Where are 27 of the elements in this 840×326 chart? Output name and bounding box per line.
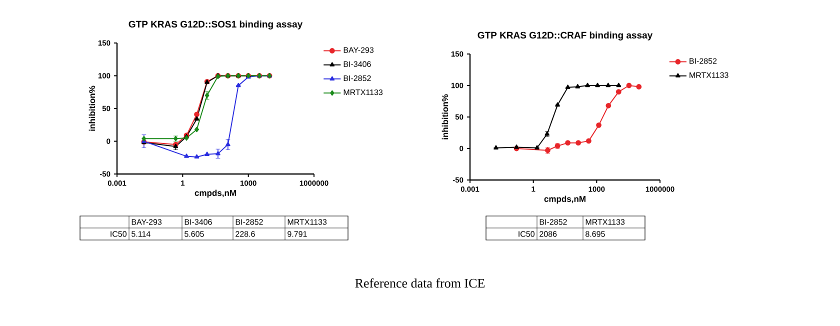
legend-label: BI-3406 [344, 61, 371, 67]
legend-label: BAY-293 [344, 47, 374, 53]
text: BAY-293 [132, 219, 162, 225]
legend-label: MRTX1133 [690, 72, 728, 78]
x-axis-title: cmpds,nM [544, 196, 586, 204]
legend-label: BI-2852 [690, 58, 717, 64]
text: 8.695 [586, 231, 605, 237]
text: 5.114 [132, 231, 150, 237]
legend-label: MRTX1133 [344, 89, 383, 96]
y-axis-title: inhibition% [442, 94, 448, 140]
text: 9.791 [288, 231, 307, 237]
text: BI-2852 [236, 219, 263, 225]
text: MRTX1133 [288, 219, 327, 225]
text: 2086 [540, 231, 557, 237]
text: IC50 [518, 231, 534, 237]
x-axis-title: cmpds,nM [194, 190, 236, 198]
legend-label: BI-2852 [344, 75, 371, 82]
text: 228.6 [236, 231, 255, 237]
text: BI-3406 [184, 219, 212, 225]
y-axis-title: inhibition% [88, 86, 96, 131]
text: MRTX1133 [586, 219, 625, 225]
text: IC50 [110, 231, 127, 237]
chart-title: GTP KRAS G12D::CRAF binding assay [478, 32, 653, 40]
text: BI-2852 [540, 219, 567, 225]
chart-title: GTP KRAS G12D::SOS1 binding assay [128, 20, 303, 30]
text: Reference data from ICE [355, 278, 485, 288]
text: 5.605 [184, 231, 204, 237]
